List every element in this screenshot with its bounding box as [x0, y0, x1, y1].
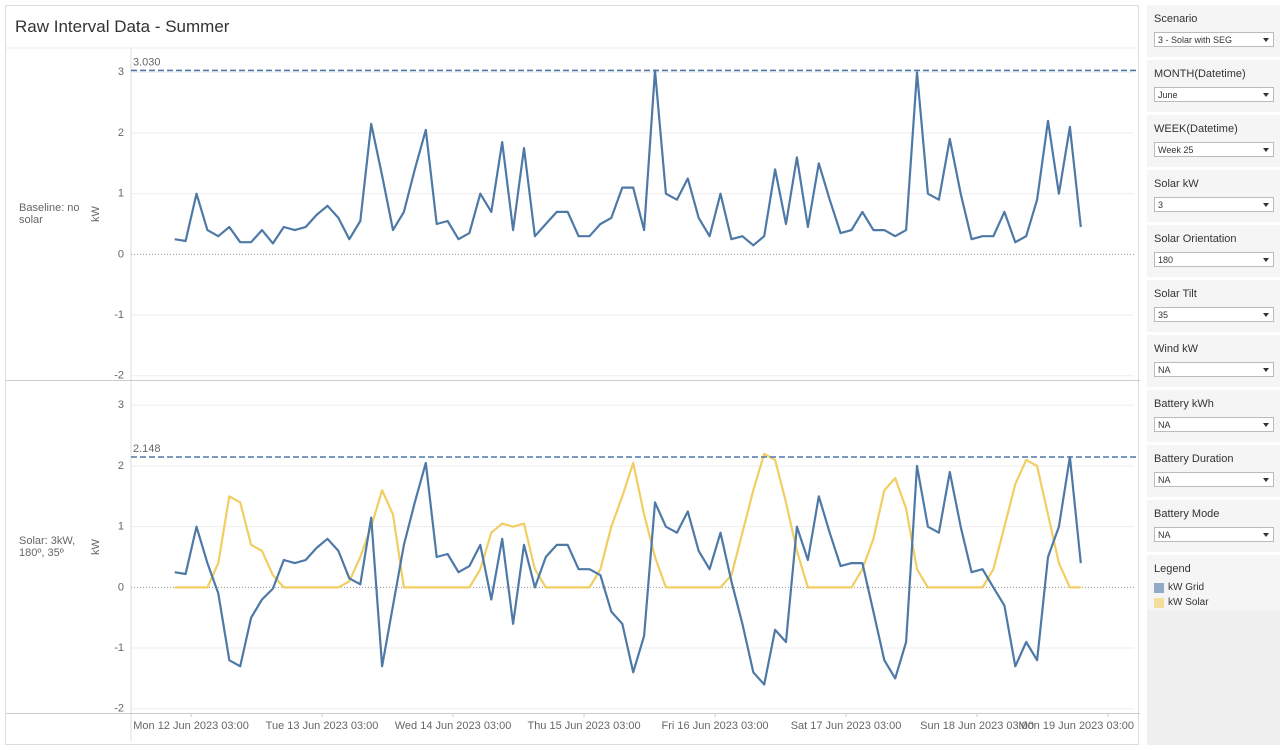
x-tick-label: Mon 12 Jun 2023 03:00 [133, 720, 249, 732]
filter-label: WEEK(Datetime) [1154, 123, 1238, 135]
series-line [174, 69, 1082, 247]
y-tick-label: 2 [118, 460, 124, 472]
y-tick-label: 3 [118, 66, 124, 78]
filter-label: Scenario [1154, 13, 1198, 25]
legend-label: kW Solar [1168, 597, 1209, 608]
y-tick-label: 2 [118, 127, 124, 139]
filter-dropdown[interactable]: Week 25 [1154, 142, 1274, 157]
filter-block: Battery kWh NA [1147, 390, 1280, 445]
filter-label: Solar Orientation [1154, 233, 1237, 245]
y-tick-label: -1 [114, 642, 124, 654]
reference-label: 2.148 [133, 443, 161, 455]
filter-label: Wind kW [1154, 343, 1198, 355]
legend-title: Legend [1154, 563, 1191, 575]
y-tick-label: -2 [114, 370, 124, 382]
filter-block: Solar kW 3 [1147, 170, 1280, 225]
legend-label: kW Grid [1168, 582, 1205, 593]
row-label: Baseline: no solar [19, 202, 80, 226]
filter-dropdown[interactable]: June [1154, 87, 1274, 102]
x-tick-label: Fri 16 Jun 2023 03:00 [662, 720, 769, 732]
row-label: Solar: 3kW, 180º, 35º [19, 535, 75, 559]
x-tick-label: Sat 17 Jun 2023 03:00 [791, 720, 902, 732]
filter-block: MONTH(Datetime) June [1147, 60, 1280, 115]
filter-label: Battery Duration [1154, 453, 1234, 465]
filter-label: Battery Mode [1154, 508, 1220, 520]
dashboard-title: Raw Interval Data - Summer [15, 17, 230, 36]
dashboard: Raw Interval Data - Summer Baseline: no s… [5, 5, 1140, 745]
y-tick-label: 0 [118, 248, 124, 260]
filter-label: Solar kW [1154, 178, 1199, 190]
filter-dropdown[interactable]: NA [1154, 362, 1274, 377]
y-tick-label: 3 [118, 399, 124, 411]
sidebar: Scenario 3 - Solar with SEG MONTH(Datetime… [1147, 5, 1280, 745]
y-axis-title: kW [90, 538, 102, 555]
y-tick-label: -2 [114, 703, 124, 715]
legend-swatch [1154, 582, 1164, 593]
y-tick-label: 0 [118, 581, 124, 593]
x-tick-label: Wed 14 Jun 2023 03:00 [395, 720, 512, 732]
filter-label: MONTH(Datetime) [1154, 68, 1246, 80]
filter-block: Scenario 3 - Solar with SEG [1147, 5, 1280, 60]
filter-dropdown[interactable]: NA [1154, 417, 1274, 432]
filter-dropdown[interactable]: NA [1154, 472, 1274, 487]
filter-dropdown[interactable]: 3 [1154, 197, 1274, 212]
x-tick-label: Thu 15 Jun 2023 03:00 [527, 720, 640, 732]
series-line [174, 455, 1082, 686]
y-axis-title: kW [90, 205, 102, 222]
filter-label: Solar Tilt [1154, 288, 1197, 300]
y-tick-label: 1 [118, 188, 124, 200]
filter-block: Solar Tilt 35 [1147, 280, 1280, 335]
filter-dropdown[interactable]: 3 - Solar with SEG [1154, 32, 1274, 47]
filter-block: WEEK(Datetime) Week 25 [1147, 115, 1280, 170]
filter-block: Wind kW NA [1147, 335, 1280, 390]
filter-block: Battery Duration NA [1147, 445, 1280, 500]
series-line [174, 452, 1081, 589]
y-tick-label: 1 [118, 521, 124, 533]
filter-dropdown[interactable]: NA [1154, 527, 1274, 542]
legend-entry[interactable]: kW Solar [1154, 597, 1276, 608]
filter-block: Battery Mode NA [1147, 500, 1280, 555]
legend: Legend kW Grid kW Solar [1147, 555, 1280, 610]
filter-block: Solar Orientation 180 [1147, 225, 1280, 280]
x-tick-label: Sun 18 Jun 2023 03:00 [920, 720, 1034, 732]
filter-label: Battery kWh [1154, 398, 1214, 410]
filter-dropdown[interactable]: 180 [1154, 252, 1274, 267]
x-tick-label: Tue 13 Jun 2023 03:00 [266, 720, 379, 732]
chart: Baseline: no solar kW -2 -1 0 1 2 3 3.030 Solar: 3… [6, 47, 1140, 741]
filter-dropdown[interactable]: 35 [1154, 307, 1274, 322]
x-tick-label: Mon 19 Jun 2023 03:00 [1018, 720, 1134, 732]
y-tick-label: -1 [114, 309, 124, 321]
reference-label: 3.030 [133, 56, 161, 68]
legend-swatch [1154, 597, 1164, 608]
legend-entry[interactable]: kW Grid [1154, 582, 1276, 593]
